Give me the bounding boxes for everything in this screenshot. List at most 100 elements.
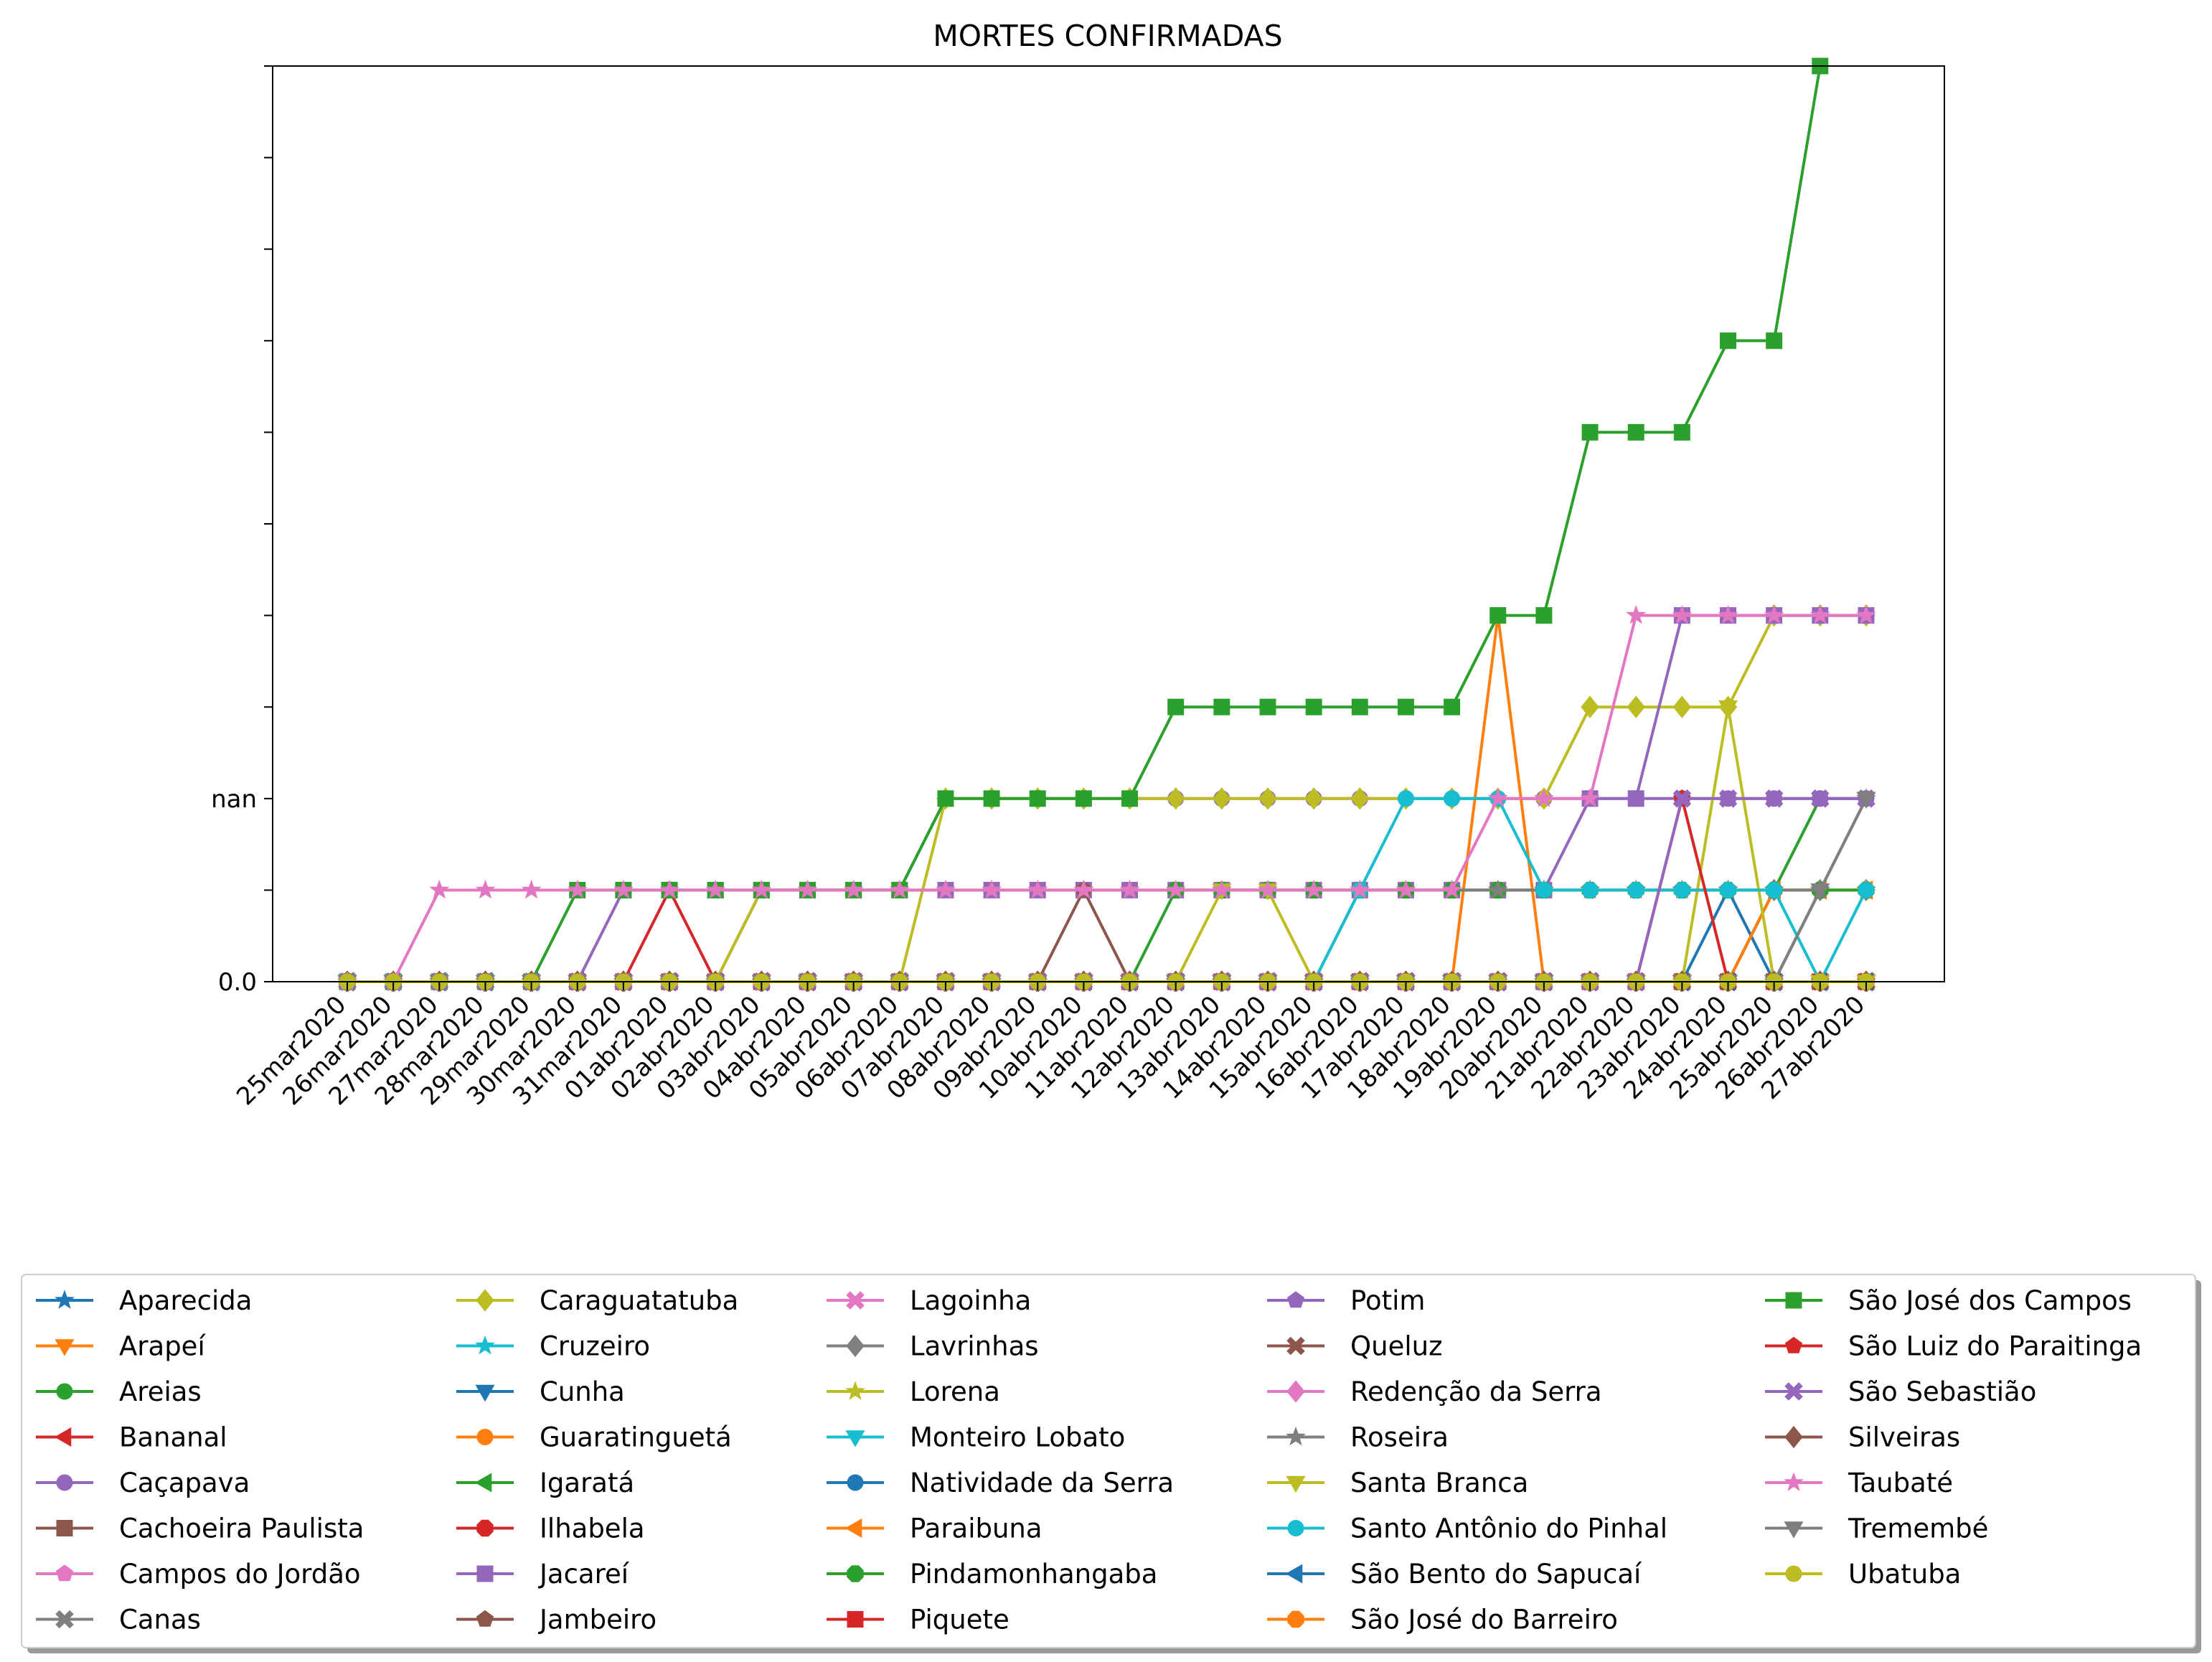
legend-label: São José do Barreiro bbox=[1350, 1605, 1618, 1635]
legend-box bbox=[21, 1274, 2196, 1648]
legend-item: Arapeí bbox=[36, 1331, 206, 1362]
y-tick-label: nan bbox=[211, 785, 257, 814]
legend-marker bbox=[847, 1474, 864, 1491]
legend-label: Arapeí bbox=[119, 1331, 206, 1362]
legend-item: Monteiro Lobato bbox=[827, 1422, 1125, 1453]
data-point bbox=[1581, 695, 1599, 718]
data-point bbox=[1073, 879, 1094, 899]
legend-marker bbox=[845, 1381, 865, 1400]
legend-item: São José dos Campos bbox=[1765, 1285, 2132, 1316]
legend-item: Aparecida bbox=[36, 1285, 252, 1316]
data-point bbox=[567, 879, 588, 899]
legend-item: Campos do Jordão bbox=[36, 1559, 361, 1590]
legend-marker bbox=[56, 1383, 73, 1400]
data-point bbox=[1444, 698, 1461, 715]
data-point bbox=[751, 879, 772, 899]
data-point bbox=[937, 790, 954, 807]
legend-label: São Bento do Sapucaí bbox=[1350, 1559, 1642, 1590]
legend-label: Santa Branca bbox=[1350, 1468, 1528, 1498]
legend-marker bbox=[476, 1289, 494, 1312]
legend-marker bbox=[844, 1518, 862, 1539]
legend-marker bbox=[847, 1611, 864, 1628]
data-point bbox=[936, 879, 956, 899]
data-point bbox=[797, 879, 818, 899]
data-point bbox=[1856, 604, 1876, 624]
data-point bbox=[1213, 698, 1230, 715]
legend-label: Igaratá bbox=[540, 1468, 634, 1498]
data-point bbox=[1673, 423, 1690, 441]
legend-marker bbox=[1286, 1380, 1305, 1403]
legend-marker bbox=[1285, 1564, 1303, 1584]
data-point bbox=[1027, 879, 1048, 899]
data-point bbox=[1627, 695, 1645, 718]
legend-label: Paraibuna bbox=[910, 1513, 1043, 1544]
data-point bbox=[1029, 790, 1046, 807]
legend-item: Redenção da Serra bbox=[1267, 1376, 1602, 1407]
data-point bbox=[1165, 879, 1186, 899]
legend-label: Lagoinha bbox=[910, 1285, 1031, 1316]
legend-marker bbox=[846, 1291, 865, 1310]
data-point bbox=[1673, 881, 1690, 898]
legend-item: Lagoinha bbox=[827, 1285, 1031, 1316]
data-point bbox=[1304, 787, 1323, 810]
legend-item: Paraibuna bbox=[827, 1513, 1043, 1544]
data-point bbox=[1720, 881, 1736, 898]
data-point bbox=[1672, 604, 1693, 624]
legend-label: Bananal bbox=[119, 1422, 227, 1453]
legend-item: Igaratá bbox=[456, 1468, 634, 1498]
legend-marker bbox=[475, 1335, 495, 1355]
legend-item: Santo Antônio do Pinhal bbox=[1267, 1513, 1667, 1544]
legend-item: Caçapava bbox=[36, 1468, 250, 1498]
legend-label: Canas bbox=[119, 1605, 201, 1635]
legend-item: Cunha bbox=[456, 1376, 625, 1407]
legend-marker bbox=[1286, 1475, 1306, 1493]
legend-item: Santa Branca bbox=[1267, 1468, 1528, 1498]
data-point bbox=[1119, 879, 1140, 899]
data-point bbox=[1441, 879, 1462, 899]
legend-marker bbox=[1286, 1291, 1305, 1308]
legend-item: Cachoeira Paulista bbox=[36, 1513, 364, 1544]
data-point bbox=[1487, 788, 1508, 807]
data-point bbox=[1810, 883, 1830, 901]
legend-item: São Bento do Sapucaí bbox=[1267, 1559, 1642, 1590]
legend-item: Areias bbox=[36, 1376, 202, 1407]
data-point bbox=[1626, 604, 1647, 624]
legend-marker bbox=[55, 1339, 75, 1356]
legend-label: Potim bbox=[1350, 1285, 1425, 1316]
legend-label: Ilhabela bbox=[540, 1513, 645, 1544]
data-point bbox=[705, 879, 726, 899]
legend-marker bbox=[476, 1565, 494, 1582]
legend-item: São José do Barreiro bbox=[1267, 1605, 1618, 1635]
data-point bbox=[1121, 790, 1139, 807]
data-point bbox=[1211, 879, 1232, 899]
data-point bbox=[1167, 698, 1185, 715]
data-point bbox=[1533, 788, 1554, 807]
legend-item: Canas bbox=[36, 1605, 201, 1635]
y-tick-label: 0.0 bbox=[218, 968, 257, 997]
legend-marker bbox=[476, 1519, 494, 1537]
data-point bbox=[1858, 881, 1875, 898]
legend-label: Queluz bbox=[1350, 1331, 1443, 1362]
legend-marker bbox=[474, 1473, 492, 1493]
data-point bbox=[1809, 604, 1830, 624]
legend-marker bbox=[1784, 1425, 1803, 1449]
legend-marker bbox=[55, 1610, 74, 1629]
legend-label: São José dos Campos bbox=[1848, 1285, 2132, 1316]
data-point bbox=[1672, 789, 1692, 808]
data-point bbox=[982, 879, 1002, 899]
legend-marker bbox=[1784, 1521, 1804, 1539]
data-point bbox=[1718, 789, 1738, 808]
data-point bbox=[843, 879, 864, 899]
legend-label: Roseira bbox=[1350, 1422, 1449, 1453]
legend-marker bbox=[55, 1564, 74, 1582]
data-point bbox=[1672, 695, 1692, 718]
legend-marker bbox=[54, 1427, 72, 1447]
legend-item: Queluz bbox=[1267, 1331, 1443, 1362]
legend-label: Campos do Jordão bbox=[119, 1559, 361, 1590]
legend-label: São Luiz do Paraitinga bbox=[1848, 1331, 2142, 1362]
legend-item: Lavrinhas bbox=[827, 1331, 1039, 1362]
data-point bbox=[1810, 789, 1830, 808]
legend-label: São Sebastião bbox=[1848, 1376, 2036, 1407]
legend-marker bbox=[55, 1290, 75, 1309]
